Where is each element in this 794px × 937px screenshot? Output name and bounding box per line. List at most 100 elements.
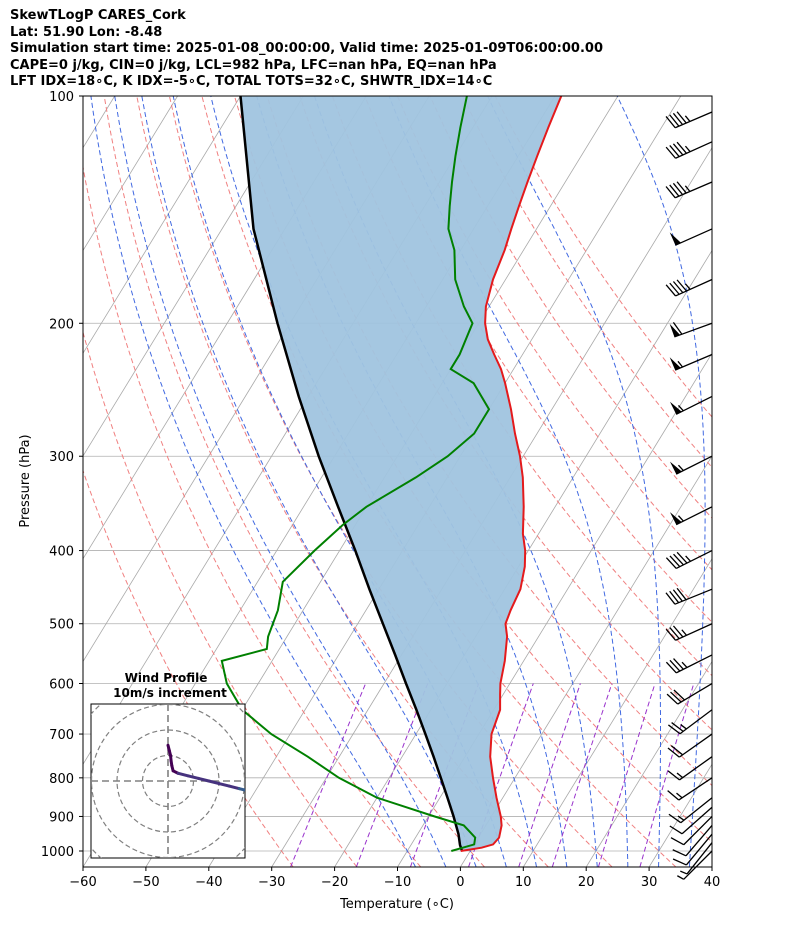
barb-half <box>677 360 684 368</box>
barb-shaft <box>681 806 713 835</box>
wind-barb <box>665 549 713 570</box>
barb-full <box>665 146 677 159</box>
wind-barb <box>672 833 713 866</box>
simulation-time: Simulation start time: 2025-01-08_00:00:… <box>10 41 603 56</box>
barb-full <box>665 661 677 674</box>
wind-barb <box>667 733 713 758</box>
wind-barb <box>669 228 713 246</box>
wind-barb <box>665 278 713 297</box>
barb-shaft <box>679 709 713 735</box>
moist-adiabat <box>90 96 416 867</box>
barb-half <box>680 724 687 730</box>
wind-barb <box>665 654 713 674</box>
barb-full <box>672 858 687 866</box>
barb-full <box>669 145 680 158</box>
x-tick-label: −20 <box>321 875 348 890</box>
dewpoint-line <box>220 96 491 852</box>
dry-adiabat <box>83 330 358 867</box>
barb-full <box>671 722 684 732</box>
barb-full <box>676 141 687 154</box>
hodograph-trace <box>217 782 231 788</box>
wind-barb <box>667 756 713 781</box>
dry-adiabat <box>83 469 294 867</box>
hodograph-trace <box>186 774 201 780</box>
barb-full <box>668 813 682 824</box>
barb-full <box>667 770 680 781</box>
barb-flag <box>669 232 681 246</box>
hodograph-trace <box>227 784 241 791</box>
station-title: SkewTLogP CARES_Cork <box>10 8 186 23</box>
cin-shading <box>240 96 562 851</box>
barb-full <box>669 184 680 197</box>
barb-half <box>677 464 684 471</box>
hodograph-trace <box>270 799 280 802</box>
x-tick-label: 30 <box>641 875 658 890</box>
barb-full <box>676 181 687 194</box>
isotherm-line <box>334 249 712 867</box>
hodograph-inset: Wind Profile 10m/s increment <box>90 671 280 859</box>
y-tick-label: 100 <box>49 90 74 105</box>
moist-adiabat <box>114 96 447 867</box>
barb-half <box>677 515 684 522</box>
barb-shaft <box>674 181 713 199</box>
dry-adiabat <box>168 96 613 867</box>
barb-full <box>665 186 676 199</box>
barb-shaft <box>675 141 713 159</box>
y-axis-label: Pressure (hPa) <box>18 434 33 527</box>
barb-full <box>676 587 687 601</box>
barb-shaft <box>674 322 713 338</box>
barb-flag <box>669 512 682 525</box>
x-tick-label: 10 <box>515 875 532 890</box>
barb-half <box>677 404 684 412</box>
hodograph-subtitle: 10m/s increment <box>113 686 227 700</box>
hodograph-trace <box>207 779 221 786</box>
wind-barb <box>669 322 713 338</box>
x-tick-label: −50 <box>132 875 159 890</box>
barb-full <box>665 592 676 605</box>
wind-barb <box>667 777 713 801</box>
barb-shaft <box>675 506 713 526</box>
barb-shaft <box>675 278 713 297</box>
x-tick-label: −10 <box>384 875 411 890</box>
wind-barb <box>680 842 713 875</box>
dry-adiabat <box>462 96 712 468</box>
barb-full <box>669 555 681 568</box>
barb-shaft <box>675 395 713 415</box>
barb-shaft <box>680 797 713 824</box>
mixing-ratio-line <box>290 683 367 867</box>
barb-half <box>676 792 683 799</box>
hodograph-trace <box>260 796 270 799</box>
isotherm-line <box>83 96 178 252</box>
wind-barb <box>665 587 713 605</box>
barb-shaft <box>675 654 713 674</box>
barb-full <box>668 724 681 735</box>
isotherm-line <box>522 557 712 867</box>
barb-shaft <box>675 228 713 246</box>
barb-half <box>681 629 688 636</box>
barb-shaft <box>674 353 713 371</box>
barb-full <box>673 689 686 701</box>
stability-indices: LFT IDX=18∘C, K IDX=-5∘C, TOTAL TOTS=32∘… <box>10 74 493 89</box>
x-tick-label: −30 <box>258 875 285 890</box>
barb-half <box>684 145 691 153</box>
barb-half <box>684 283 691 290</box>
barb-shaft <box>675 623 713 641</box>
wind-barb <box>669 455 713 475</box>
barb-shaft <box>683 850 713 880</box>
barb-full <box>670 691 682 703</box>
barb-shaft <box>678 777 713 801</box>
wind-barb <box>666 682 713 705</box>
barb-shaft <box>674 111 713 129</box>
wind-barb <box>669 506 713 526</box>
isotherm-line <box>83 96 241 355</box>
x-tick-label: 0 <box>456 875 464 890</box>
hodograph-trace <box>176 771 190 778</box>
isotherm-line <box>648 763 712 867</box>
isotherm-line <box>711 866 712 867</box>
barb-full <box>665 557 677 569</box>
barb-full <box>665 116 676 129</box>
barb-half <box>677 815 685 821</box>
x-tick-label: 20 <box>578 875 595 890</box>
barb-shaft <box>685 833 713 866</box>
barb-flag <box>669 461 682 475</box>
